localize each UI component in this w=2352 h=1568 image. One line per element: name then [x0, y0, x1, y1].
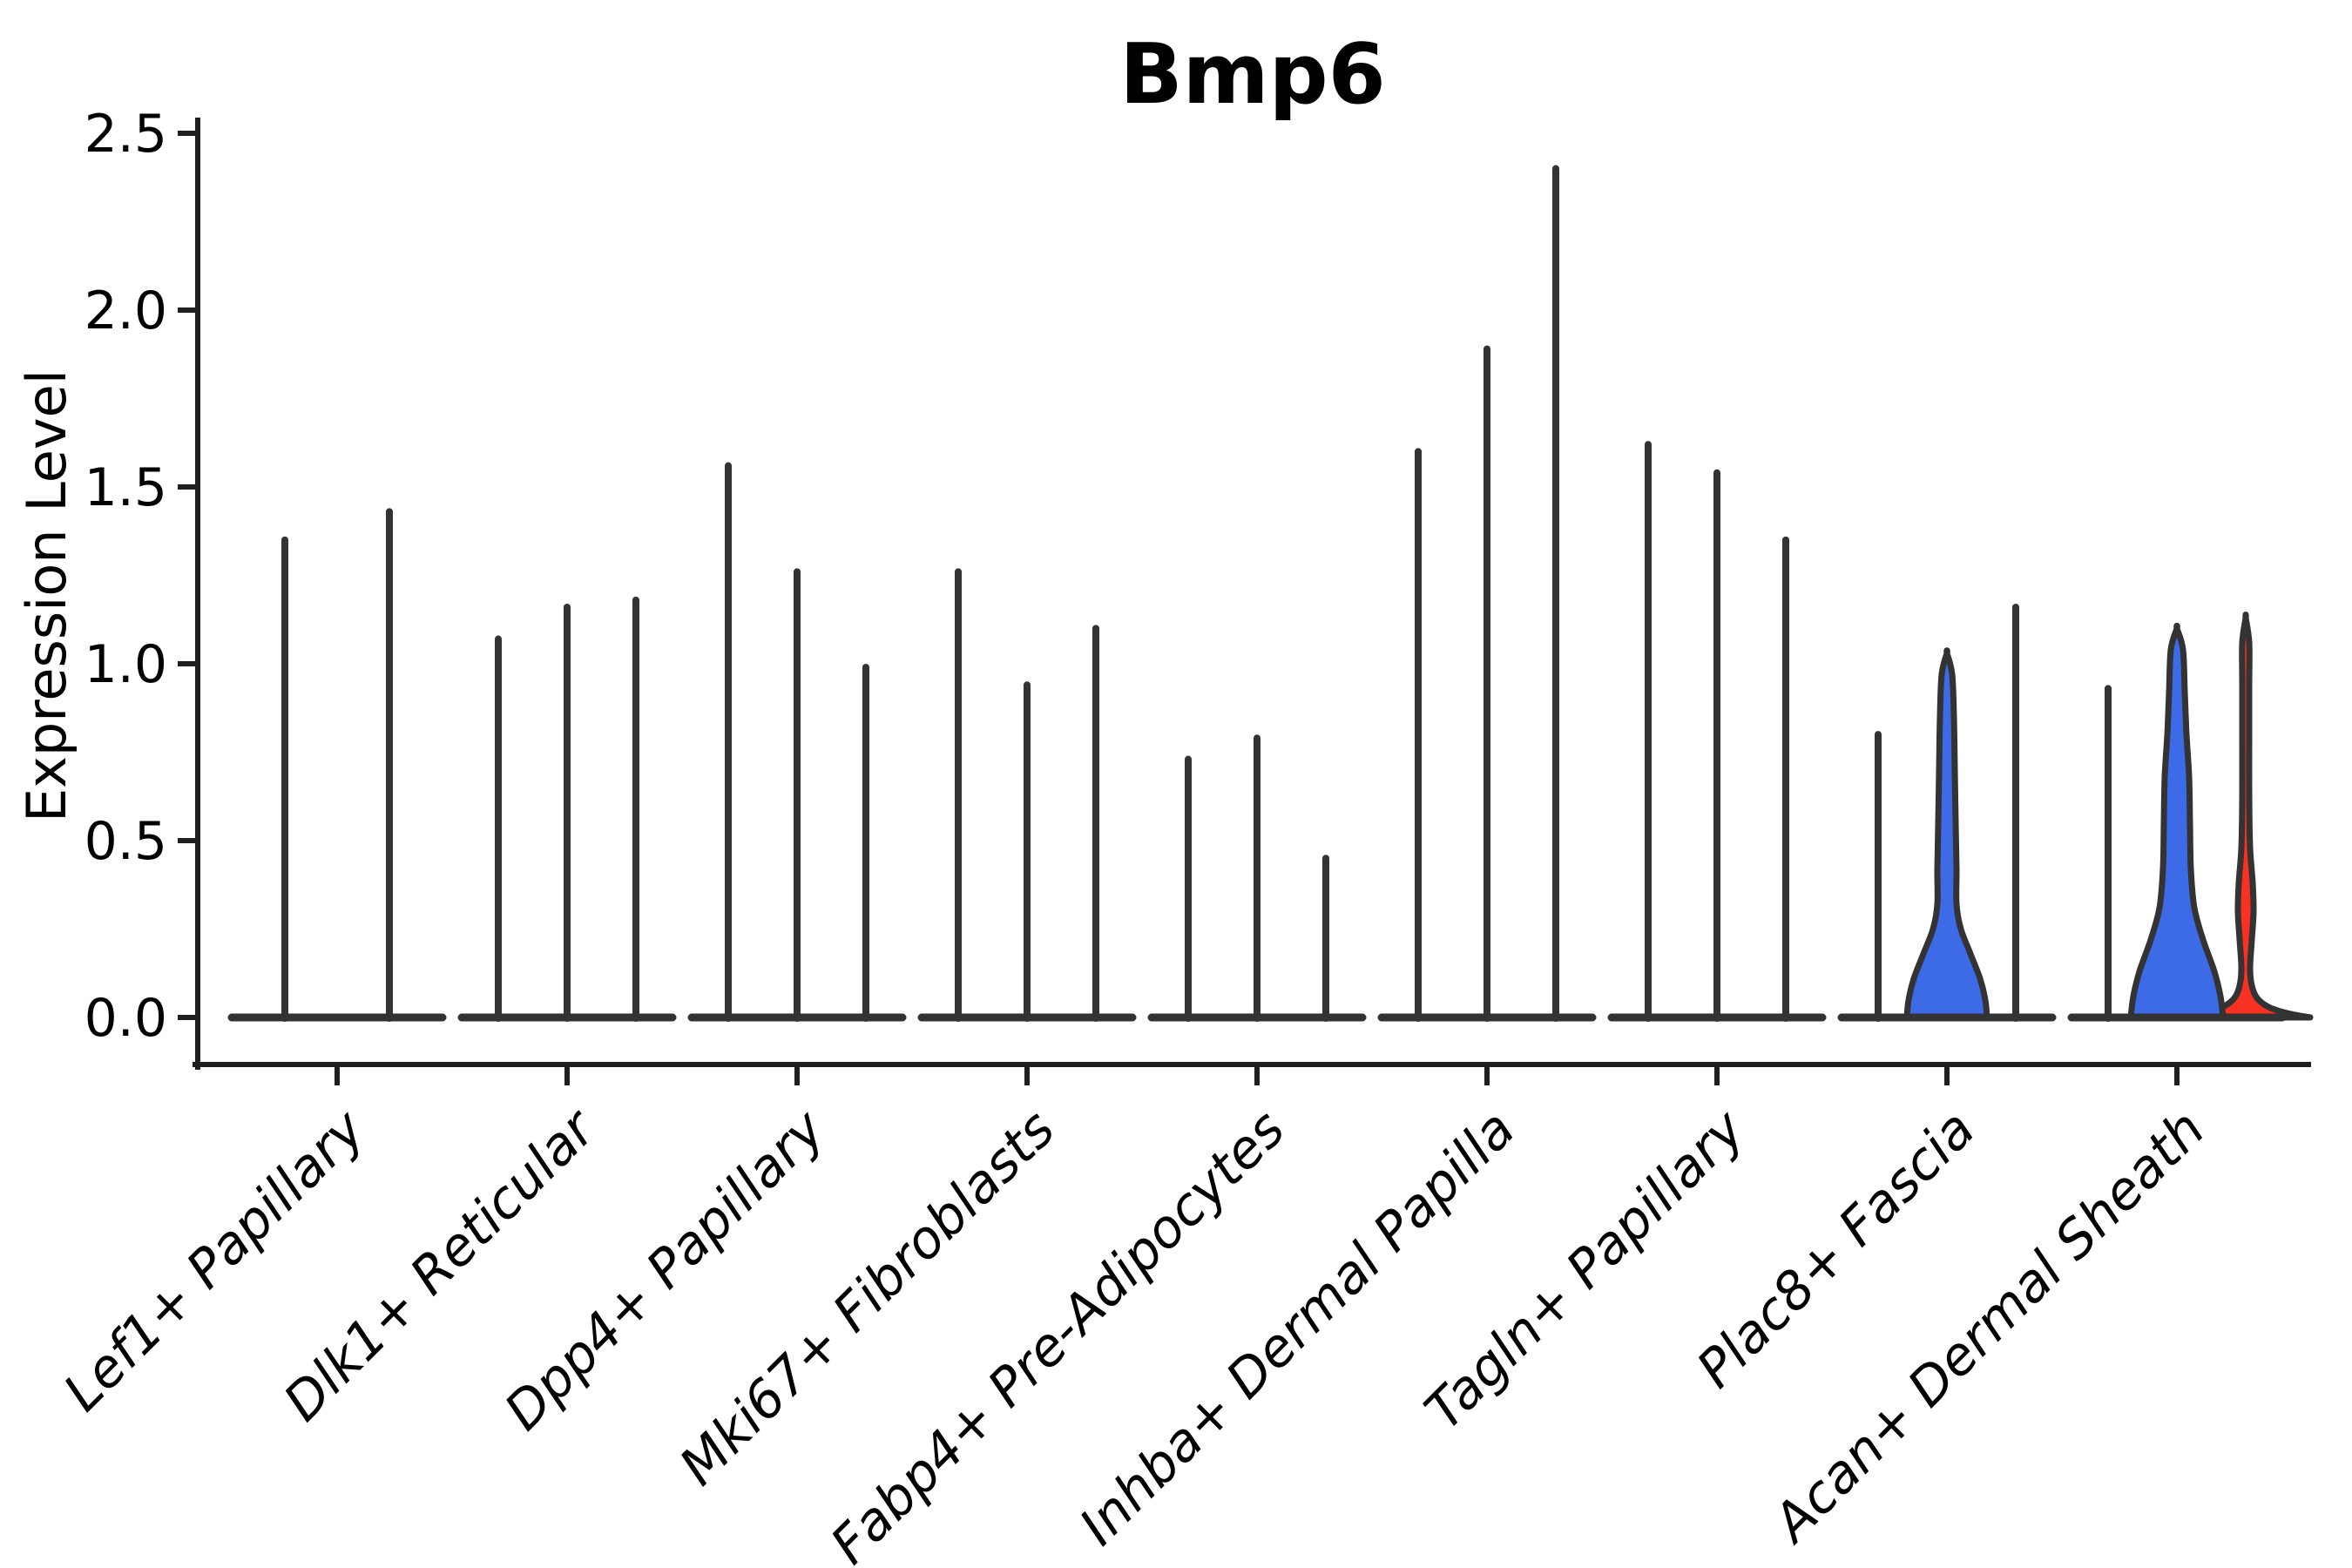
chart-title: Bmp6	[1119, 27, 1386, 123]
y-tick-label: 2.5	[84, 104, 167, 165]
x-category-label: Acan+ Dermal Sheath	[1760, 1098, 2217, 1556]
y-tick-label: 1.0	[84, 634, 167, 695]
x-category-label: Mki67+ Fibroblasts	[668, 1098, 1067, 1497]
x-category-label: Inhba+ Dermal Papilla	[1068, 1098, 1526, 1557]
violin-body	[1903, 647, 1990, 1021]
y-tick-label: 2.0	[84, 280, 167, 341]
y-tick-label: 1.5	[84, 457, 167, 518]
y-tick-label: 0.0	[84, 988, 167, 1049]
y-axis-label: Expression Level	[15, 369, 78, 822]
x-category-label: Fabp4+ Pre-Adipocytes	[819, 1098, 1296, 1568]
y-tick-label: 0.5	[84, 811, 167, 872]
violin-body	[2178, 612, 2314, 1021]
violin-body	[2127, 622, 2227, 1021]
